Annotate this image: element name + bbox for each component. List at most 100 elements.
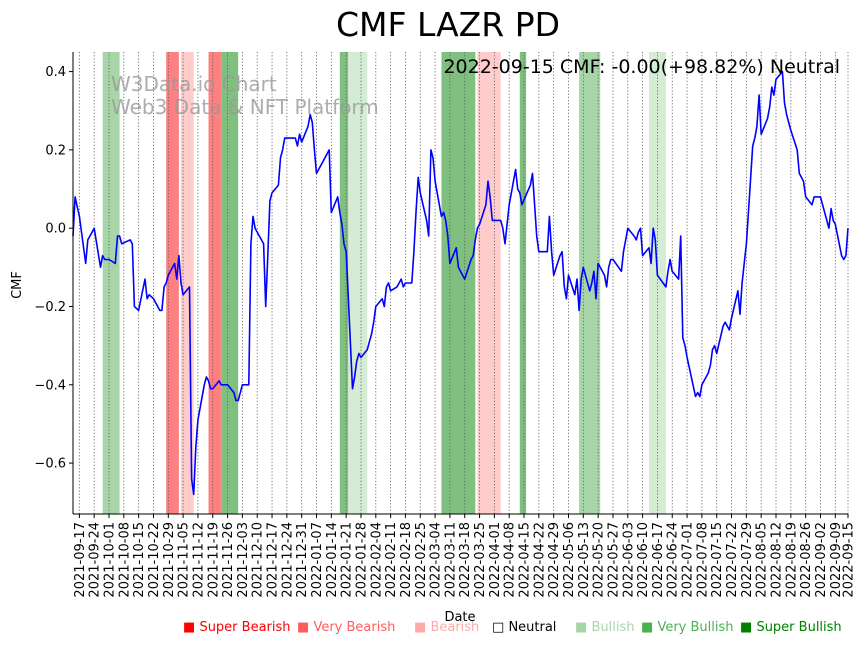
x-tick-label: 2022-04-01: [488, 522, 503, 598]
y-tick-label: −0.2: [34, 300, 66, 315]
y-tick-label: 0.0: [45, 222, 66, 237]
vertical-grid: [78, 52, 849, 514]
legend-marker: ■: [740, 620, 753, 635]
x-tick-label: 2022-06-24: [666, 522, 681, 598]
x-tick-label: 2022-02-04: [369, 522, 384, 598]
x-tick-label: 2022-07-08: [695, 522, 710, 598]
signal-bands: [102, 52, 666, 514]
x-tick-label: 2022-01-28: [354, 522, 369, 598]
legend-label: Super Bearish: [199, 620, 291, 635]
y-tick-label: −0.4: [34, 378, 66, 393]
band-very-bearish: [208, 52, 222, 514]
y-axis-ticks: −0.6 −0.4 −0.2 0.0 0.2 0.4: [34, 65, 73, 472]
x-tick-label: 2021-10-29: [162, 522, 177, 598]
x-tick-label: 2022-03-04: [429, 522, 444, 598]
x-tick-label: 2022-06-03: [621, 522, 636, 598]
x-tick-label: 2021-12-24: [280, 522, 295, 598]
band-very-bullish: [339, 52, 349, 514]
legend-marker: ■: [297, 620, 310, 635]
series-line-cmf: [72, 70, 849, 496]
band-very-bullish: [221, 52, 239, 514]
x-tick-label: 2021-11-19: [206, 522, 221, 598]
x-tick-label: 2022-08-05: [755, 522, 770, 598]
x-tick-label: 2021-09-17: [73, 522, 88, 598]
x-tick-label: 2022-07-15: [710, 522, 725, 598]
x-tick-label: 2021-11-12: [191, 522, 206, 598]
x-tick-label: 2022-09-15: [842, 522, 857, 598]
x-tick-label: 2022-07-22: [725, 522, 740, 598]
band-very-bullish: [519, 52, 527, 514]
x-tick-label: 2021-10-15: [132, 522, 147, 598]
legend-item-very-bullish: ■ Very Bullish: [641, 620, 734, 635]
legend-item-super-bullish: ■ Super Bullish: [740, 620, 842, 635]
legend-label: Very Bullish: [657, 620, 734, 635]
legend-item-bullish: ■ Bullish: [575, 620, 634, 635]
x-tick-label: 2022-04-08: [503, 522, 518, 598]
x-tick-label: 2021-12-31: [295, 522, 310, 598]
x-tick-label: 2022-09-02: [814, 522, 829, 598]
x-tick-label: 2022-05-27: [606, 522, 621, 598]
legend-marker: □: [492, 620, 505, 635]
x-tick-label: 2022-01-07: [310, 522, 325, 598]
band-bullish: [102, 52, 120, 514]
x-tick-label: 2022-04-15: [518, 522, 533, 598]
x-tick-label: 2021-12-10: [251, 522, 266, 598]
y-tick-label: 0.4: [45, 65, 66, 80]
watermark-line-1: W3Data.io Chart: [111, 72, 277, 96]
x-tick-label: 2022-01-14: [325, 522, 340, 598]
x-tick-label: 2022-05-20: [592, 522, 607, 598]
x-tick-label: 2022-08-12: [770, 522, 785, 598]
band-very-bullish: [441, 52, 476, 514]
x-tick-label: 2021-11-26: [221, 522, 236, 598]
latest-value-annotation: 2022-09-15 CMF: -0.00(+98.82%) Neutral: [443, 56, 840, 78]
band-very-bearish: [166, 52, 179, 514]
legend-item-neutral: □ Neutral: [492, 620, 556, 635]
x-axis-ticks: 2021-09-17 2021-09-24 2021-10-01 2021-10-08…: [73, 514, 857, 598]
legend-item-super-bearish: ■ Super Bearish: [183, 620, 291, 635]
axis-spines: [72, 52, 848, 515]
x-tick-label: 2021-09-24: [88, 522, 103, 598]
legend-marker: ■: [575, 620, 588, 635]
x-tick-label: 2022-04-22: [532, 522, 547, 598]
legend-label: Very Bearish: [313, 620, 396, 635]
x-tick-label: 2022-02-18: [399, 522, 414, 598]
x-tick-label: 2022-08-26: [799, 522, 814, 598]
x-tick-label: 2021-10-22: [147, 522, 162, 598]
y-axis-label: CMF: [10, 271, 25, 299]
y-tick-label: 0.2: [45, 143, 66, 158]
x-tick-label: 2022-03-25: [473, 522, 488, 598]
x-tick-label: 2022-05-06: [562, 522, 577, 598]
band-bullish: [579, 52, 601, 514]
x-tick-label: 2022-06-17: [651, 522, 666, 598]
x-tick-label: 2022-01-21: [340, 522, 355, 598]
legend-marker: ■: [183, 620, 196, 635]
legend-label: Super Bullish: [756, 620, 842, 635]
x-tick-label: 2022-03-18: [458, 522, 473, 598]
x-tick-label: 2021-11-05: [177, 522, 192, 598]
legend-item-very-bearish: ■ Very Bearish: [297, 620, 395, 635]
signal-legend: ■ Super Bearish ■ Very Bearish ■ Bearish…: [183, 620, 863, 640]
x-tick-label: 2022-06-10: [636, 522, 651, 598]
x-tick-label: 2022-02-25: [414, 522, 429, 598]
x-tick-label: 2021-10-08: [117, 522, 132, 598]
x-tick-label: 2021-12-03: [236, 522, 251, 598]
legend-label: Neutral: [508, 620, 557, 635]
x-tick-label: 2021-10-01: [102, 522, 117, 598]
x-tick-label: 2022-08-19: [784, 522, 799, 598]
x-tick-label: 2022-02-11: [384, 522, 399, 598]
x-tick-label: 2022-04-29: [547, 522, 562, 598]
x-axis-label: Date: [444, 610, 475, 625]
legend-marker: ■: [641, 620, 654, 635]
x-tick-label: 2022-09-09: [829, 522, 844, 598]
x-tick-label: 2021-12-17: [266, 522, 281, 598]
chart-title: CMF LAZR PD: [336, 5, 560, 44]
legend-item-bearish: ■ Bearish: [414, 620, 479, 635]
band-bearish: [477, 52, 501, 514]
y-tick-label: −0.6: [34, 457, 66, 472]
watermark-line-2: Web3 Data & NFT Platform: [111, 95, 379, 119]
legend-label: Bullish: [591, 620, 635, 635]
x-tick-label: 2022-07-29: [740, 522, 755, 598]
band-bullish: [348, 52, 368, 514]
x-tick-label: 2022-07-01: [681, 522, 696, 598]
